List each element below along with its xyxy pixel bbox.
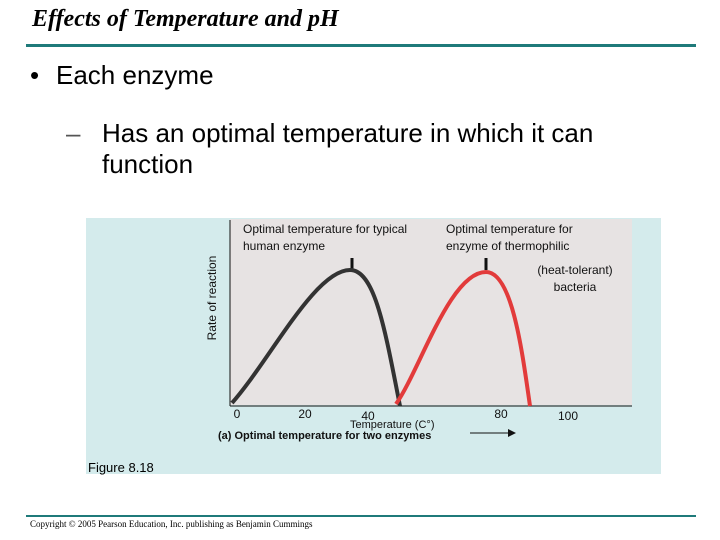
x-tick-20: 20 <box>298 407 312 421</box>
x-tick-100: 100 <box>557 409 579 423</box>
x-tick-0: 0 <box>233 407 241 421</box>
x-tick-80: 80 <box>494 407 508 421</box>
slide-title: Effects of Temperature and pH <box>32 6 339 32</box>
sub-bullet-text: Has an optimal temperature in which it c… <box>102 118 594 179</box>
bullet-each-enzyme: • Each enzyme <box>30 60 214 91</box>
annotation-thermo-bacteria: (heat-tolerant) bacteria <box>537 263 613 294</box>
sub-bullet-optimal-temperature: – Has an optimal temperature in which it… <box>66 118 666 180</box>
figure-number: Figure 8.18 <box>88 460 154 475</box>
human-enzyme-curve <box>230 267 402 407</box>
bullet-1-text: Each enzyme <box>56 60 214 90</box>
annotation-human-optimum: Optimal temperature for typical human en… <box>243 222 408 253</box>
copyright-notice: Copyright © 2005 Pearson Education, Inc.… <box>30 519 313 529</box>
figure-caption: (a) Optimal temperature for two enzymes <box>218 430 432 442</box>
annotation-thermo-optimum: Optimal temperature for enzyme of thermo… <box>446 222 573 253</box>
bullet-symbol: • <box>30 60 40 90</box>
title-divider <box>26 44 696 47</box>
x-tick-40: 40 <box>361 409 375 423</box>
x-axis-label: Temperature (C°) <box>350 419 435 431</box>
sub-bullet-dash: – <box>66 118 81 148</box>
thermophilic-enzyme-curve <box>394 269 532 407</box>
footer-divider <box>26 515 696 517</box>
y-axis-label: Rate of reaction <box>205 255 219 341</box>
x-axis-arrowhead <box>508 429 516 437</box>
